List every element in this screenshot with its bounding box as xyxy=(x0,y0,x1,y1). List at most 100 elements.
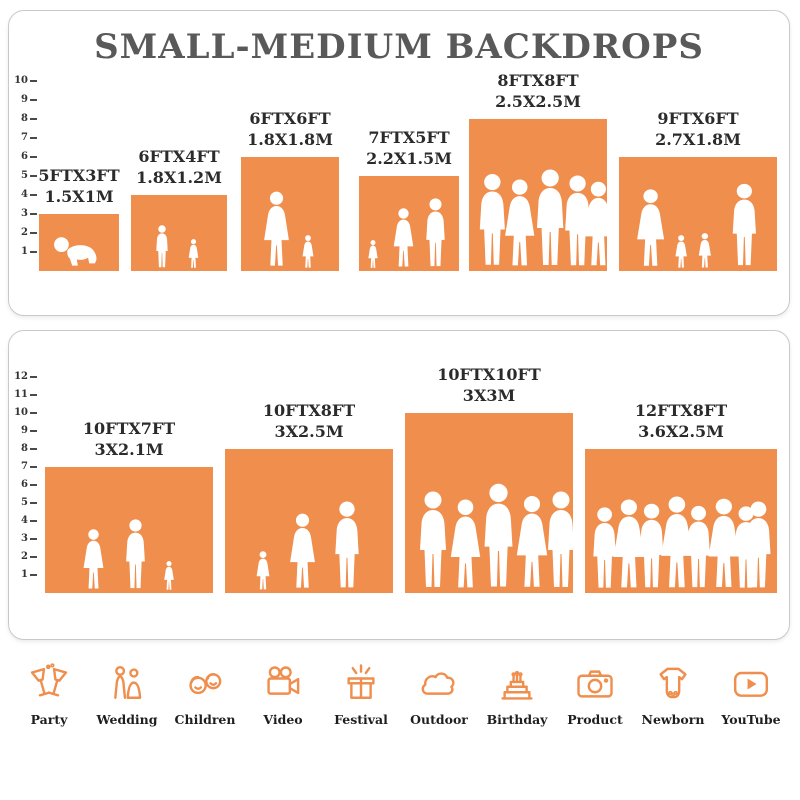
ruler-tick: 10 xyxy=(14,76,37,86)
outdoor-icon xyxy=(421,672,455,695)
category-label: Party xyxy=(30,712,68,727)
ruler-tick: 1 xyxy=(21,570,37,580)
backdrop-chart-large: 10FTX7FT 3X2.1M 10FTX8FT 3X2.5M 10FT xyxy=(39,365,779,593)
backdrop-bar-8x8: 8FTX8FT 2.5X2.5M xyxy=(469,71,607,271)
product-icon xyxy=(577,670,613,698)
ruler-tick: 7 xyxy=(21,462,37,472)
backdrop-size-label: 6FTX4FT 1.8X1.2M xyxy=(136,147,222,189)
height-ruler-small: 1 2 3 4 5 6 7 8 9 10 xyxy=(13,76,37,271)
category-birthday: Birthday xyxy=(480,662,554,727)
people-silhouette xyxy=(593,496,771,588)
category-label: Video xyxy=(263,712,303,727)
size-m: 2.7X1.8M xyxy=(655,130,741,150)
size-m: 2.2X1.5M xyxy=(366,149,452,169)
size-m: 3X2.1M xyxy=(94,440,164,460)
wedding-icon xyxy=(114,665,142,699)
category-label: Birthday xyxy=(486,712,548,727)
size-ft: 8FTX8FT xyxy=(497,71,579,91)
backdrop-size-label: 10FTX10FT 3X3M xyxy=(437,365,540,407)
people-silhouette xyxy=(156,225,199,268)
backdrop-size-label: 12FTX8FT 3.6X2.5M xyxy=(635,401,727,443)
backdrop-bar-10x10: 10FTX10FT 3X3M xyxy=(405,365,573,593)
ruler-tick: 2 xyxy=(21,552,37,562)
ruler-tick: 2 xyxy=(21,228,37,238)
backdrop-bar-6x6: 6FTX6FT 1.8X1.8M xyxy=(241,109,339,271)
size-m: 1.5X1M xyxy=(44,187,114,207)
category-youtube: YouTube xyxy=(714,662,788,727)
page-title: SMALL-MEDIUM BACKDROPS xyxy=(94,27,704,67)
ruler-tick: 8 xyxy=(21,444,37,454)
size-m: 3X3M xyxy=(462,386,516,406)
backdrop-bar-5x3: 5FTX3FT 1.5X1M xyxy=(38,166,120,271)
category-label: Product xyxy=(567,712,623,727)
backdrop-bar-6x4: 6FTX4FT 1.8X1.2M xyxy=(131,147,227,271)
height-ruler-large: 1 2 3 4 5 6 7 8 9 10 11 12 xyxy=(13,372,37,593)
category-party: Party xyxy=(12,662,86,727)
category-newborn: Newborn xyxy=(636,662,710,727)
backdrop-size-label: 8FTX8FT 2.5X2.5M xyxy=(495,71,581,113)
category-label: Newborn xyxy=(641,712,705,727)
birthday-icon xyxy=(501,670,533,700)
ruler-tick: 11 xyxy=(14,390,37,400)
festival-icon xyxy=(347,664,375,699)
ruler-tick: 4 xyxy=(21,516,37,526)
youtube-icon xyxy=(733,671,769,697)
category-label: Wedding xyxy=(96,712,158,727)
people-silhouette xyxy=(420,483,573,588)
ruler-tick: 4 xyxy=(21,190,37,200)
size-ft: 10FTX8FT xyxy=(262,401,356,421)
large-backdrops-panel: 1 2 3 4 5 6 7 8 9 10 11 12 10FTX7FT 3X2.1M 10FTX8FT… xyxy=(8,330,790,640)
video-icon xyxy=(267,666,300,695)
category-video: Video xyxy=(246,662,320,727)
ruler-tick: 5 xyxy=(21,171,37,181)
backdrop-size-label: 5FTX3FT 1.5X1M xyxy=(38,166,119,208)
backdrop-bar-10x8: 10FTX8FT 3X2.5M xyxy=(225,401,393,593)
category-wedding: Wedding xyxy=(90,662,164,727)
size-ft: 10FTX7FT xyxy=(82,419,176,439)
size-m: 2.5X2.5M xyxy=(495,92,581,112)
category-label: Children xyxy=(174,712,236,727)
ruler-tick: 8 xyxy=(21,114,37,124)
size-ft: 7FTX5FT xyxy=(368,128,450,148)
ruler-tick: 9 xyxy=(21,95,37,105)
backdrop-size-label: 7FTX5FT 2.2X1.5M xyxy=(366,128,452,170)
newborn-icon xyxy=(659,667,687,699)
people-silhouette xyxy=(264,191,314,268)
ruler-tick: 7 xyxy=(21,133,37,143)
size-ft: 9FTX6FT xyxy=(657,109,739,129)
size-ft: 10FTX10FT xyxy=(437,365,541,385)
people-silhouette xyxy=(256,501,359,590)
category-children: Children xyxy=(168,662,242,727)
ruler-tick: 12 xyxy=(14,372,37,382)
category-label: Outdoor xyxy=(410,712,468,727)
ruler-tick: 6 xyxy=(21,152,37,162)
size-ft: 12FTX8FT xyxy=(634,401,728,421)
backdrop-bar-12x8: 12FTX8FT 3.6X2.5M xyxy=(585,401,777,593)
ruler-tick: 10 xyxy=(14,408,37,418)
size-m: 3.6X2.5M xyxy=(638,422,724,442)
backdrop-bar-10x7: 10FTX7FT 3X2.1M xyxy=(45,419,213,593)
size-ft: 6FTX6FT xyxy=(249,109,331,129)
ruler-tick: 3 xyxy=(21,534,37,544)
children-icon xyxy=(189,673,222,695)
backdrop-size-label: 9FTX6FT 2.7X1.8M xyxy=(655,109,741,151)
category-label: Festival xyxy=(334,712,388,727)
people-silhouette xyxy=(637,183,756,268)
ruler-tick: 9 xyxy=(21,426,37,436)
backdrop-size-label: 10FTX7FT 3X2.1M xyxy=(83,419,175,461)
ruler-tick: 5 xyxy=(21,498,37,508)
category-outdoor: Outdoor xyxy=(402,662,476,727)
ruler-tick: 3 xyxy=(21,209,37,219)
backdrop-bar-7x5: 7FTX5FT 2.2X1.5M xyxy=(359,128,459,271)
category-label: YouTube xyxy=(721,712,781,727)
category-row: Party Wedding Children Video xyxy=(0,662,800,727)
backdrop-bar-9x6: 9FTX6FT 2.7X1.8M xyxy=(619,109,777,271)
people-silhouette xyxy=(83,519,174,590)
people-silhouette xyxy=(368,198,445,268)
backdrop-size-label: 10FTX8FT 3X2.5M xyxy=(263,401,355,443)
size-ft: 5FTX3FT xyxy=(38,166,120,186)
backdrop-chart-small: 5FTX3FT 1.5X1M 6FTX4FT 1.8X1.2M 6FTX6FT … xyxy=(38,71,779,271)
size-m: 1.8X1.2M xyxy=(136,168,222,188)
backdrop-size-label: 6FTX6FT 1.8X1.8M xyxy=(247,109,333,151)
ruler-tick: 1 xyxy=(21,247,37,257)
